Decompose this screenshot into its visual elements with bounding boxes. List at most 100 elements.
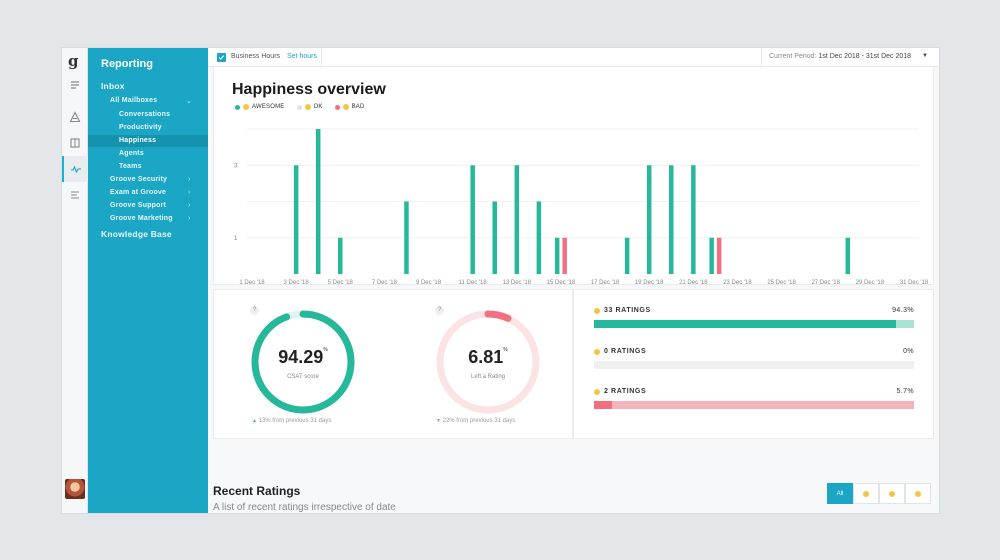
caret-down-icon[interactable]: ▼ [922, 53, 928, 59]
rating-bar-fill [594, 401, 613, 409]
legend-label: BAD [351, 104, 365, 110]
chevron-down-icon[interactable]: ⌄ [186, 98, 192, 105]
bar-awesome[interactable] [470, 165, 475, 274]
bar-bad[interactable] [716, 237, 722, 274]
reporting-icon[interactable] [62, 156, 88, 182]
filter-all-button[interactable]: All [827, 483, 853, 504]
neutral-face-icon [594, 348, 600, 355]
chevron-right-icon[interactable]: › [188, 176, 191, 183]
filter-awesome-button[interactable] [853, 483, 879, 504]
sad-face-icon [915, 490, 921, 497]
sidebar-item-happiness[interactable]: Happiness [119, 137, 157, 144]
sidebar-item-groove-security[interactable]: Groove Security [110, 176, 168, 183]
chevron-right-icon[interactable]: › [188, 189, 191, 196]
bar-awesome[interactable] [293, 165, 299, 274]
bar-awesome[interactable] [404, 201, 409, 275]
sidebar-item-knowledge-base[interactable]: Knowledge Base [101, 229, 172, 239]
rating-count: 33 RATINGS [604, 307, 651, 314]
csat-number: 94.29 [278, 347, 324, 367]
sidebar-item-exam-at-groove[interactable]: Exam at Groove [110, 189, 167, 196]
sidebar-item-groove-marketing[interactable]: Groove Marketing [110, 215, 173, 222]
x-tick-label: 23 Dec '18 [723, 280, 752, 285]
happiness-bar-chart: 131 Dec '18 3 Dec '18 5 Dec '18 7 Dec '18 9 … [234, 128, 929, 285]
sidebar-item-teams[interactable]: Teams [119, 163, 142, 170]
divider [761, 48, 762, 67]
knowledge-icon[interactable] [62, 104, 88, 130]
settings-sliders-icon[interactable] [62, 182, 88, 208]
rating-bar [594, 401, 914, 409]
chevron-right-icon[interactable]: › [188, 202, 191, 209]
neutral-face-icon [889, 490, 895, 497]
filter-bar: Business Hours Set hours Current Period:… [208, 48, 939, 67]
sidebar-item-agents[interactable]: Agents [119, 150, 144, 157]
user-avatar[interactable] [65, 479, 85, 499]
filter-bad-button[interactable] [905, 483, 931, 504]
rating-count: 0 RATINGS [604, 348, 647, 355]
rating-bar [594, 361, 914, 369]
legend-swatch [334, 104, 340, 110]
left-rating-ring-graphic [436, 310, 540, 414]
csat-value: 94.29% [248, 347, 358, 368]
set-hours-link[interactable]: Set hours [287, 53, 317, 60]
bar-awesome[interactable] [338, 237, 343, 274]
page-title: Happiness overview [232, 81, 386, 98]
bar-awesome[interactable] [492, 201, 497, 275]
period-selector[interactable]: Current Period: 1st Dec 2018 - 31st Dec … [769, 53, 911, 60]
book-icon[interactable] [62, 130, 88, 156]
bar-awesome[interactable] [646, 165, 652, 274]
filter-ok-button[interactable] [879, 483, 905, 504]
legend-label: OK [313, 104, 323, 110]
bar-awesome[interactable] [554, 237, 560, 274]
bar-awesome[interactable] [514, 165, 520, 274]
bar-awesome[interactable] [315, 129, 321, 274]
help-icon[interactable]: ? [250, 306, 259, 315]
menu-icon[interactable] [62, 72, 88, 98]
arrow-down-icon: ▼ [436, 418, 441, 424]
rating-percent: 94.3% [892, 307, 914, 314]
neutral-face-icon [304, 104, 311, 110]
left-rating-unit: % [503, 347, 508, 353]
legend-label: AWESOME [252, 104, 285, 110]
x-tick-label: 15 Dec '18 [547, 280, 576, 285]
rating-label: 0 RATINGS [594, 348, 646, 355]
csat-unit: % [323, 347, 328, 353]
bar-awesome[interactable] [669, 165, 674, 274]
groove-logo-icon[interactable]: g [68, 52, 79, 70]
period-value: 1st Dec 2018 - 31st Dec 2018 [818, 53, 912, 60]
sidebar-item-productivity[interactable]: Productivity [119, 124, 162, 131]
legend-swatch [296, 104, 302, 110]
bar-bad[interactable] [562, 237, 567, 274]
legend-item-bad[interactable]: BAD [334, 104, 365, 110]
sidebar-item-groove-support[interactable]: Groove Support [110, 202, 167, 209]
rating-count: 2 RATINGS [604, 388, 647, 395]
sad-face-icon [594, 388, 600, 395]
sidebar-item-conversations[interactable]: Conversations [119, 111, 171, 118]
x-tick-label: 3 Dec '18 [284, 280, 310, 285]
ratings-breakdown-card: 33 RATINGS 94.3% 0 RATINGS 0% 2 RATINGS … [573, 289, 934, 439]
rating-bar-fill [594, 320, 896, 328]
help-icon[interactable]: ? [435, 306, 444, 315]
bar-awesome[interactable] [624, 237, 630, 274]
x-tick-label: 9 Dec '18 [416, 280, 442, 285]
rating-bar [594, 320, 914, 328]
x-tick-label: 1 Dec '18 [239, 280, 265, 285]
csat-ring-graphic [251, 310, 355, 414]
business-hours-checkbox[interactable] [217, 53, 226, 62]
period-label: Current Period: [769, 53, 817, 60]
chart-legend: AWESOME OK BAD [235, 104, 365, 110]
x-tick-label: 27 Dec '18 [811, 280, 840, 285]
bar-awesome[interactable] [691, 165, 696, 274]
sad-face-icon [342, 104, 349, 110]
legend-item-ok[interactable]: OK [296, 104, 323, 110]
sidebar-item-all-mailboxes[interactable]: All Mailboxes [110, 97, 158, 104]
app-window: g Reporting Inbox All Mailboxes ⌄ Conver… [62, 48, 939, 513]
legend-item-awesome[interactable]: AWESOME [235, 104, 285, 110]
left-rating-ring: 6.81% Left a Rating [433, 307, 543, 417]
x-tick-label: 7 Dec '18 [372, 280, 398, 285]
business-hours-label: Business Hours [231, 53, 281, 60]
bar-awesome[interactable] [709, 237, 714, 274]
bar-awesome[interactable] [536, 201, 542, 275]
chevron-right-icon[interactable]: › [188, 215, 191, 222]
bar-awesome[interactable] [845, 237, 851, 274]
sidebar-item-inbox[interactable]: Inbox [101, 81, 125, 91]
